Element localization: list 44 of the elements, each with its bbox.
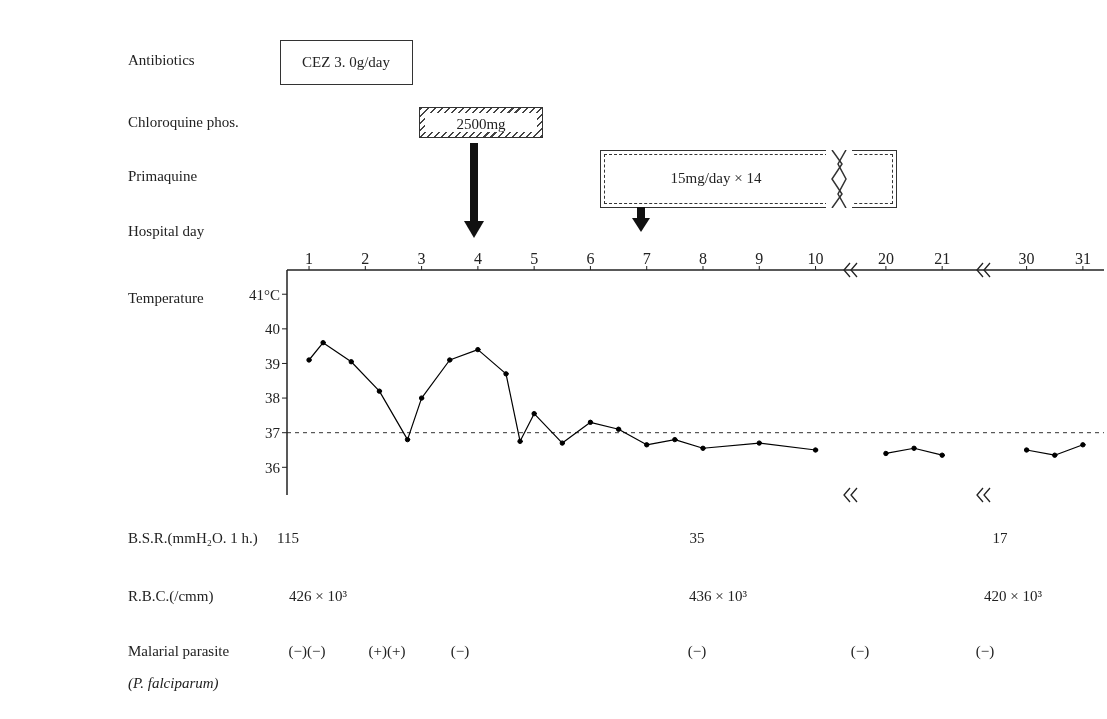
x-tick-label: 1 [305,250,314,267]
y-tick-label: 36 [265,459,281,476]
text: (−)(−) [288,642,326,661]
text: (−) [975,642,995,661]
text: 2500mg [456,115,506,134]
text: (−) [450,642,470,661]
text: 115 [277,529,299,548]
x-tick-label: 9 [755,250,764,267]
x-tick-label: 7 [642,250,651,267]
y-tick-label: 37 [265,425,281,442]
x-tick-label: 6 [586,250,595,267]
x-tick-label: 5 [530,250,539,267]
text: B.S.R.(mmH₂O. 1 h.) [128,529,258,548]
text: R.B.C.(/cmm) [128,587,214,606]
y-tick-label: 41°C [248,286,280,303]
text: CEZ 3. 0g/day [302,53,390,72]
text: 15mg/day × 14 [670,169,762,188]
text: 17 [992,529,1008,548]
x-tick-label: 8 [698,250,707,267]
y-tick-label: 39 [265,355,280,372]
text: (−) [850,642,870,661]
text: 436 × 10³ [689,587,747,606]
x-tick-label: 4 [473,250,482,267]
text: 35 [689,529,705,548]
x-tick-label: 31 [1074,250,1091,267]
text: (P. falciparum) [128,674,219,693]
text: Malarial parasite [128,642,230,661]
text: 426 × 10³ [289,587,347,606]
text: Chloroquine phos. [128,113,239,132]
text: (+)(+) [368,642,406,661]
text: Antibiotics [128,51,195,70]
x-axis-title: Hospital day [128,222,205,241]
y-tick-label: 40 [265,321,280,338]
x-tick-label: 3 [417,250,426,267]
text: (−) [687,642,707,661]
text: Primaquine [128,167,198,186]
x-tick-label: 21 [934,250,951,267]
y-tick-label: 38 [265,390,280,407]
text: 420 × 10³ [984,587,1042,606]
x-tick-label: 10 [807,250,824,267]
x-tick-label: 20 [877,250,894,267]
x-tick-label: 30 [1018,250,1035,267]
y-axis-title: Temperature [128,289,204,308]
x-tick-label: 2 [361,250,370,267]
